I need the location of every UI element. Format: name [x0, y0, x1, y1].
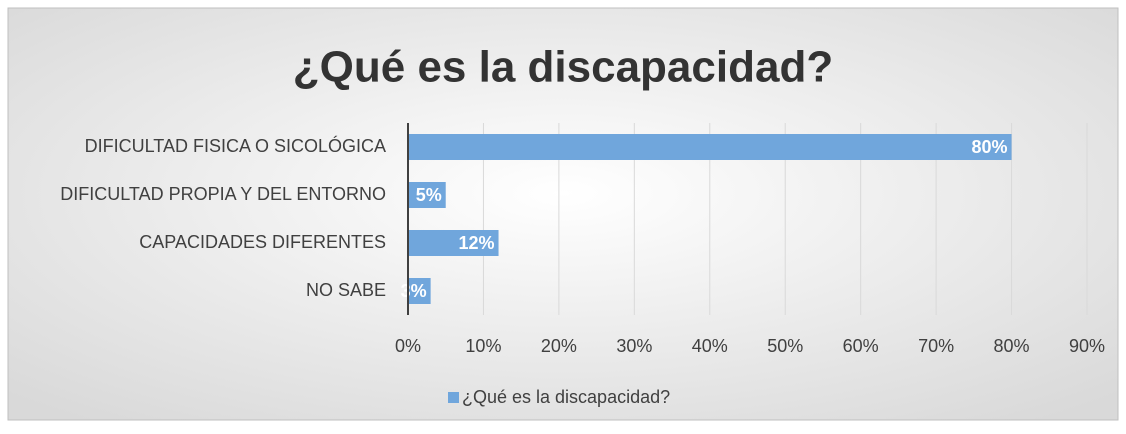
chart-title: ¿Qué es la discapacidad? — [293, 43, 833, 92]
data-label: 12% — [459, 233, 495, 253]
x-tick-label: 50% — [767, 336, 803, 356]
bar — [408, 230, 499, 256]
data-label: 80% — [972, 137, 1008, 157]
x-tick-label: 30% — [616, 336, 652, 356]
x-tick-label: 80% — [994, 336, 1030, 356]
x-tick-label: 60% — [843, 336, 879, 356]
bar — [408, 182, 446, 208]
x-tick-label: 10% — [465, 336, 501, 356]
x-tick-label: 40% — [692, 336, 728, 356]
y-tick-label: NO SABE — [306, 280, 386, 300]
data-label: 3% — [401, 281, 427, 301]
y-tick-label: DIFICULTAD PROPIA Y DEL ENTORNO — [60, 184, 386, 204]
bar — [408, 134, 1012, 160]
y-tick-label: DIFICULTAD FISICA O SICOLÓGICA — [85, 135, 386, 156]
x-tick-label: 20% — [541, 336, 577, 356]
x-tick-label: 0% — [395, 336, 421, 356]
data-label: 5% — [416, 185, 442, 205]
x-tick-label: 70% — [918, 336, 954, 356]
y-tick-label: CAPACIDADES DIFERENTES — [139, 232, 386, 252]
legend-swatch — [448, 392, 459, 403]
chart-background — [7, 7, 1119, 421]
bar — [408, 278, 431, 304]
x-tick-label: 90% — [1069, 336, 1105, 356]
legend-label: ¿Qué es la discapacidad? — [462, 387, 670, 407]
